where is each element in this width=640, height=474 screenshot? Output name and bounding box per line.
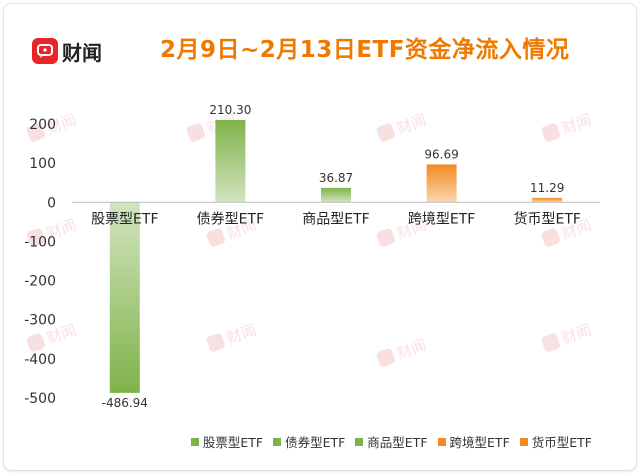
watermark-mark <box>186 123 205 142</box>
brand-name: 财闻 <box>62 40 102 65</box>
watermark-logo: 财闻 <box>541 111 594 142</box>
bar-value-label: 210.30 <box>209 103 251 117</box>
watermark-mark <box>376 228 395 247</box>
chart-frame <box>3 3 637 471</box>
bar-value-label: 36.87 <box>319 171 353 185</box>
watermark-logo: 财闻 <box>541 321 594 352</box>
legend-label: 货币型ETF <box>531 435 592 450</box>
watermark-logo: 财闻 <box>376 111 429 142</box>
category-label: 跨境型ETF <box>408 211 475 227</box>
legend-label: 债券型ETF <box>285 435 346 450</box>
bar-1 <box>109 202 140 393</box>
brand-logo: 财闻 <box>32 36 102 66</box>
category-label: 货币型ETF <box>513 210 580 227</box>
watermark-mark <box>541 123 560 142</box>
legend-label: 跨境型ETF <box>449 435 510 450</box>
bar-4 <box>426 164 457 203</box>
watermark-text: 财闻 <box>559 111 593 138</box>
watermark-text: 财闻 <box>559 321 593 348</box>
watermark-mark <box>541 228 560 247</box>
watermark-text: 财闻 <box>224 321 258 348</box>
y-tick-label: -100 <box>24 234 56 250</box>
bar-5 <box>532 197 563 203</box>
y-tick-label: -300 <box>24 313 56 329</box>
watermark-mark <box>206 228 225 247</box>
category-label: 商品型ETF <box>302 211 369 227</box>
legend-label: 股票型ETF <box>202 435 264 450</box>
watermark-mark <box>376 123 395 142</box>
legend-item: 货币型ETF <box>519 432 592 451</box>
legend-swatch <box>519 437 528 446</box>
chart-legend: 股票型ETF 债券型ETF 商品型ETF 跨境型ETF 货币型ETF <box>190 432 592 451</box>
watermark-mark <box>541 333 560 352</box>
bar-value-label: -486.94 <box>102 396 148 410</box>
chart-title: 2月9日~2月13日ETF资金净流入情况 <box>160 37 570 63</box>
watermark-text: 财闻 <box>394 111 428 138</box>
y-tick-label: 200 <box>29 117 56 133</box>
chat-bubble-icon <box>32 38 58 64</box>
legend-swatch <box>437 437 446 446</box>
legend-item: 股票型ETF <box>190 432 264 451</box>
y-tick-label: -500 <box>24 391 56 407</box>
y-tick-label: -200 <box>24 274 56 290</box>
y-tick-label: 0 <box>47 195 56 211</box>
watermark-mark <box>376 348 395 367</box>
y-tick-label: -400 <box>24 352 56 368</box>
bar-3 <box>321 187 351 203</box>
watermark-logo: 财闻 <box>206 321 259 352</box>
watermark-mark <box>206 333 225 352</box>
bar-value-label: 11.29 <box>530 181 564 195</box>
bar-value-label: 96.69 <box>424 147 458 161</box>
legend-swatch <box>190 437 199 446</box>
legend-swatch <box>273 437 282 446</box>
bar-2 <box>215 119 246 203</box>
legend-swatch <box>355 437 364 446</box>
legend-label: 商品型ETF <box>367 435 428 450</box>
watermark-text: 财闻 <box>394 336 428 363</box>
category-label: 债券型ETF <box>197 211 264 227</box>
watermark-mark <box>26 228 45 247</box>
y-tick-label: 100 <box>29 156 56 172</box>
watermark-logo: 财闻 <box>376 336 429 367</box>
legend-item: 商品型ETF <box>355 432 428 451</box>
watermark-mark <box>26 123 45 142</box>
legend-item: 跨境型ETF <box>437 432 510 451</box>
category-label: 股票型ETF <box>91 211 158 227</box>
watermark-mark <box>26 333 45 352</box>
legend-item: 债券型ETF <box>273 432 345 451</box>
